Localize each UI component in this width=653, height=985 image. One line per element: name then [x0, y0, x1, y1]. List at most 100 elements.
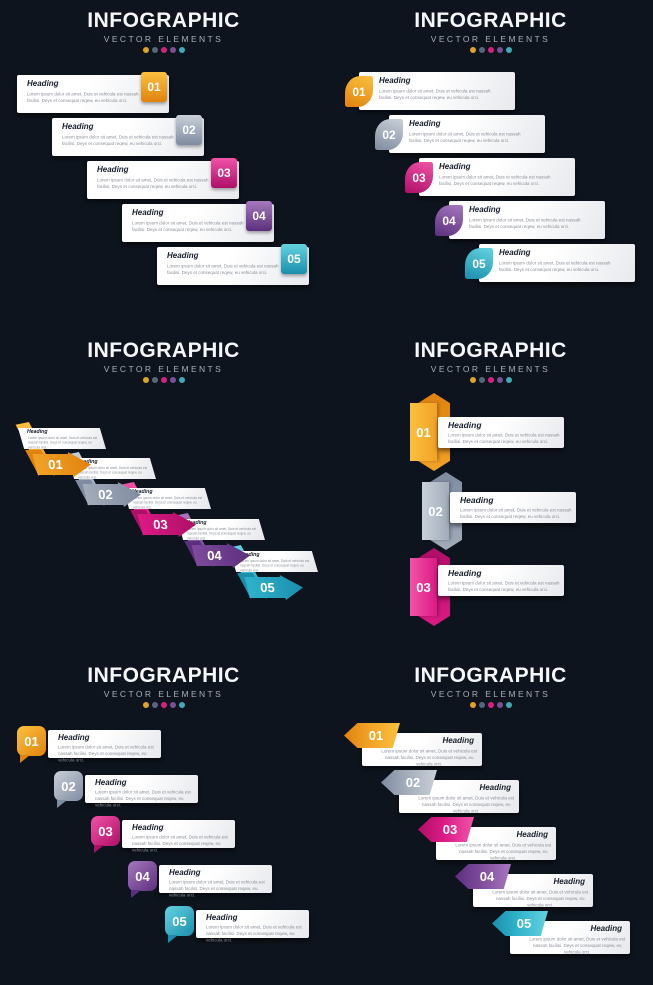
- step-description: Lorem ipsum dolor sit amet, Duis et vehi…: [187, 527, 257, 541]
- step-item: Heading Lorem ipsum dolor sit amet, Duis…: [18, 428, 168, 488]
- dot-orange-icon: [469, 377, 476, 383]
- panel-title: INFOGRAPHIC: [87, 664, 240, 687]
- panel-header: INFOGRAPHIC VECTOR ELEMENTS: [327, 9, 653, 53]
- step-card: Heading Lorem ipsum dolor sit amet, Duis…: [473, 874, 593, 908]
- panel-header: INFOGRAPHIC VECTOR ELEMENTS: [327, 339, 653, 383]
- step-description: Lorem ipsum dolor sit amet, Duis et vehi…: [28, 436, 98, 450]
- step-description: Lorem ipsum dolor sit amet, Duis et vehi…: [167, 263, 279, 276]
- step-card: Heading Lorem ipsum dolor sit amet, Duis…: [389, 115, 545, 153]
- dot-gray-icon: [151, 47, 158, 53]
- step-heading: Heading: [442, 736, 474, 745]
- right-arrow-icon: 05: [244, 575, 306, 600]
- dot-teal-icon: [505, 47, 512, 53]
- step-number-badge: 05: [465, 248, 493, 279]
- step-description: Lorem ipsum dolor sit amet, Duis et vehi…: [132, 834, 228, 853]
- step-description: Lorem ipsum dolor sit amet, Duis et vehi…: [418, 795, 515, 814]
- step-card: Heading Lorem ipsum dolor sit amet, Duis…: [123, 488, 211, 509]
- step-card: Heading Lorem ipsum dolor sit amet, Duis…: [450, 492, 576, 523]
- step-item: 02 Heading Lorem ipsum dolor sit amet, D…: [422, 472, 653, 552]
- panel-flag-arrow-steps: INFOGRAPHIC VECTOR ELEMENTS Heading Lore…: [327, 655, 653, 985]
- step-number-badge: 05: [281, 244, 307, 274]
- step-heading: Heading: [439, 162, 471, 171]
- accent-dots: [0, 377, 327, 383]
- step-item: Heading Lorem ipsum dolor sit amet, Duis…: [128, 861, 272, 898]
- dot-gray-icon: [151, 702, 158, 708]
- step-description: Lorem ipsum dolor sit amet, Duis et vehi…: [381, 748, 478, 767]
- step-number-badge: 01: [345, 76, 373, 107]
- step-number-badge: 02: [422, 482, 449, 540]
- step-card: Heading Lorem ipsum dolor sit amet, Duis…: [85, 775, 198, 808]
- dot-orange-icon: [142, 702, 149, 708]
- step-description: Lorem ipsum dolor sit amet, Duis et vehi…: [439, 174, 551, 187]
- panel-tag-left-list: INFOGRAPHIC VECTOR ELEMENTS Heading Lore…: [327, 0, 653, 330]
- step-item: Heading Lorem ipsum dolor sit amet, Duis…: [418, 817, 556, 861]
- dot-pink-icon: [487, 377, 494, 383]
- step-item: Heading Lorem ipsum dolor sit amet, Duis…: [405, 158, 575, 196]
- step-heading: Heading: [516, 830, 548, 839]
- step-item: 01 Heading Lorem ipsum dolor sit amet, D…: [410, 393, 650, 473]
- panel-subtitle: VECTOR ELEMENTS: [103, 689, 224, 699]
- dot-purple-icon: [496, 47, 503, 53]
- step-heading: Heading: [58, 733, 90, 742]
- step-heading: Heading: [95, 778, 127, 787]
- accent-dots: [0, 47, 327, 53]
- step-heading: Heading: [379, 76, 411, 85]
- dot-purple-icon: [496, 702, 503, 708]
- step-card: Heading Lorem ipsum dolor sit amet, Duis…: [479, 244, 635, 282]
- step-card: Heading Lorem ipsum dolor sit amet, Duis…: [438, 417, 564, 448]
- panel-vertical-crystal-steps: INFOGRAPHIC VECTOR ELEMENTS 01 Heading L…: [327, 330, 653, 660]
- step-description: Lorem ipsum dolor sit amet, Duis et vehi…: [133, 496, 203, 510]
- panel-subtitle: VECTOR ELEMENTS: [103, 34, 224, 44]
- step-description: Lorem ipsum dolor sit amet, Duis et vehi…: [529, 936, 626, 955]
- left-arrow-badge: 01: [344, 723, 400, 748]
- step-description: Lorem ipsum dolor sit amet, Duis et vehi…: [499, 260, 611, 273]
- step-heading: Heading: [132, 823, 164, 832]
- accent-dots: [327, 702, 653, 708]
- step-description: Lorem ipsum dolor sit amet, Duis et vehi…: [379, 88, 491, 101]
- dot-gray-icon: [478, 702, 485, 708]
- step-item: Heading Lorem ipsum dolor sit amet, Duis…: [157, 244, 309, 285]
- step-item: 03 Heading Lorem ipsum dolor sit amet, D…: [410, 548, 650, 628]
- step-description: Lorem ipsum dolor sit amet, Duis et vehi…: [62, 134, 174, 147]
- step-heading: Heading: [409, 119, 441, 128]
- dot-teal-icon: [178, 702, 185, 708]
- dot-pink-icon: [487, 702, 494, 708]
- step-heading: Heading: [460, 495, 494, 505]
- step-card: Heading Lorem ipsum dolor sit amet, Duis…: [230, 551, 318, 572]
- step-card: Heading Lorem ipsum dolor sit amet, Duis…: [196, 910, 309, 943]
- step-card: Heading Lorem ipsum dolor sit amet, Duis…: [18, 428, 106, 449]
- step-description: Lorem ipsum dolor sit amet, Duis et vehi…: [448, 432, 560, 445]
- dot-pink-icon: [160, 702, 167, 708]
- step-heading: Heading: [77, 459, 98, 465]
- speech-bubble-badge: 03: [91, 816, 120, 846]
- step-heading: Heading: [97, 165, 129, 174]
- step-item: Heading Lorem ipsum dolor sit amet, Duis…: [165, 906, 309, 943]
- accent-dots: [327, 47, 653, 53]
- speech-bubble-badge: 05: [165, 906, 194, 936]
- panel-header: INFOGRAPHIC VECTOR ELEMENTS: [0, 9, 327, 53]
- dot-gray-icon: [151, 377, 158, 383]
- dot-teal-icon: [178, 47, 185, 53]
- step-card: Heading Lorem ipsum dolor sit amet, Duis…: [436, 827, 556, 861]
- panel-subtitle: VECTOR ELEMENTS: [430, 364, 551, 374]
- step-item: Heading Lorem ipsum dolor sit amet, Duis…: [122, 201, 274, 242]
- step-card: Heading Lorem ipsum dolor sit amet, Duis…: [359, 72, 515, 110]
- left-arrow-badge: 02: [381, 770, 437, 795]
- step-number-badge: 03: [405, 162, 433, 193]
- step-number-badge: 01: [141, 72, 167, 102]
- step-heading: Heading: [239, 552, 260, 558]
- step-description: Lorem ipsum dolor sit amet, Duis et vehi…: [27, 91, 139, 104]
- step-item: Heading Lorem ipsum dolor sit amet, Duis…: [17, 72, 169, 113]
- dot-orange-icon: [469, 47, 476, 53]
- panel-title: INFOGRAPHIC: [87, 339, 240, 362]
- step-heading: Heading: [186, 520, 207, 526]
- dot-orange-icon: [142, 377, 149, 383]
- step-heading: Heading: [499, 248, 531, 257]
- dot-pink-icon: [160, 377, 167, 383]
- step-number-badge: 03: [410, 558, 437, 616]
- dot-pink-icon: [160, 47, 167, 53]
- accent-dots: [0, 702, 327, 708]
- step-description: Lorem ipsum dolor sit amet, Duis et vehi…: [469, 217, 581, 230]
- step-number-badge: 02: [176, 115, 202, 145]
- panel-subtitle: VECTOR ELEMENTS: [103, 364, 224, 374]
